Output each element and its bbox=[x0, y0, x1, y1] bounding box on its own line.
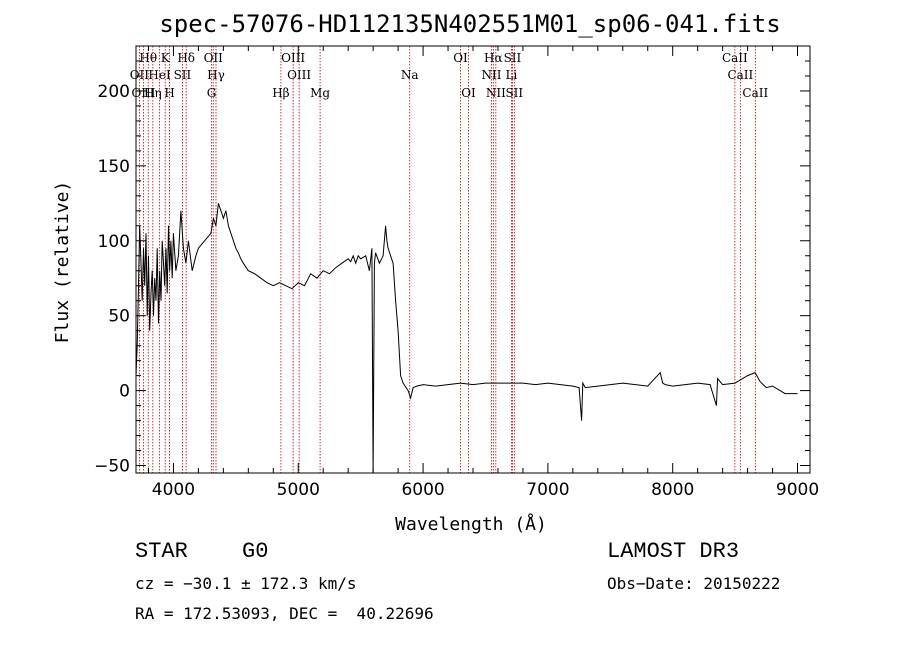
spectral-line-label: CaII bbox=[722, 51, 748, 65]
object-subclass: G0 bbox=[242, 539, 269, 564]
survey-name: LAMOST DR3 bbox=[607, 539, 740, 564]
spectral-lines bbox=[138, 46, 756, 473]
spectral-line-label: OI bbox=[453, 51, 468, 65]
x-tick-label: 4000 bbox=[152, 480, 195, 500]
y-tick-label: 150 bbox=[98, 157, 130, 177]
coordinates: RA = 172.53093, DEC = 40.22696 bbox=[135, 604, 434, 623]
spectral-line-label: OII bbox=[204, 51, 224, 65]
object-class: STAR bbox=[135, 539, 188, 564]
spectral-line-label: Hη bbox=[144, 86, 162, 100]
spectral-line-label: Hβ bbox=[272, 86, 289, 100]
x-tick-label: 5000 bbox=[277, 480, 320, 500]
spectral-line-label: HeI bbox=[148, 68, 171, 82]
plot-frame bbox=[135, 45, 811, 474]
spectral-line-label: CaII bbox=[742, 86, 768, 100]
spectral-line-label: Na bbox=[401, 68, 419, 82]
spectral-line-label: CaII bbox=[727, 68, 753, 82]
spectral-line-label: Hγ bbox=[207, 68, 225, 82]
x-tick-label: 6000 bbox=[401, 480, 444, 500]
spectral-line-label: Mg bbox=[310, 86, 330, 100]
y-tick-label: 100 bbox=[98, 232, 130, 252]
spectral-line-label: G bbox=[207, 86, 217, 100]
spectral-line-label: Li bbox=[506, 68, 518, 82]
redshift-velocity: cz = −30.1 ± 172.3 km/s bbox=[135, 574, 357, 593]
spectral-line-label: OIII bbox=[287, 68, 311, 82]
y-tick-label: −50 bbox=[94, 457, 130, 477]
x-tick-label: 7000 bbox=[526, 480, 569, 500]
spectral-line-label: SII bbox=[505, 86, 523, 100]
x-axis-label: Wavelength (Å) bbox=[395, 513, 547, 535]
spectral-line-label: H bbox=[164, 86, 174, 100]
spectral-line-label: Hδ bbox=[177, 51, 195, 65]
chart-title: spec-57076-HD112135N402551M01_sp06-041.f… bbox=[159, 10, 780, 38]
spectral-line-label: Hα bbox=[484, 51, 503, 65]
spectral-line-label: OIII bbox=[131, 86, 155, 100]
spectral-line-label: OIII bbox=[281, 51, 305, 65]
spectral-line-label: NII bbox=[486, 86, 506, 100]
y-axis-label: Flux (relative) bbox=[52, 181, 73, 344]
spectral-line-label: NII bbox=[481, 68, 501, 82]
spectral-line-label: Hθ bbox=[139, 51, 157, 65]
spectral-line-label: SII bbox=[504, 51, 522, 65]
x-tick-label: 8000 bbox=[651, 480, 694, 500]
y-tick-label: 0 bbox=[119, 382, 130, 402]
y-tick-label: 50 bbox=[108, 307, 130, 327]
spectral-line-label: OII bbox=[130, 68, 150, 82]
y-tick-label: 200 bbox=[98, 82, 130, 102]
spectral-line-label: OI bbox=[461, 86, 476, 100]
spectral-line-label: K bbox=[161, 51, 171, 65]
spectrum-series-line bbox=[135, 203, 798, 474]
axis-ticks: 4000 5000 6000 7000 8000 9000 −50 0 50 100 150 200 bbox=[94, 46, 819, 500]
spectral-line-label: SII bbox=[174, 68, 192, 82]
observation-date: Obs−Date: 20150222 bbox=[607, 574, 781, 593]
x-tick-label: 9000 bbox=[776, 480, 819, 500]
